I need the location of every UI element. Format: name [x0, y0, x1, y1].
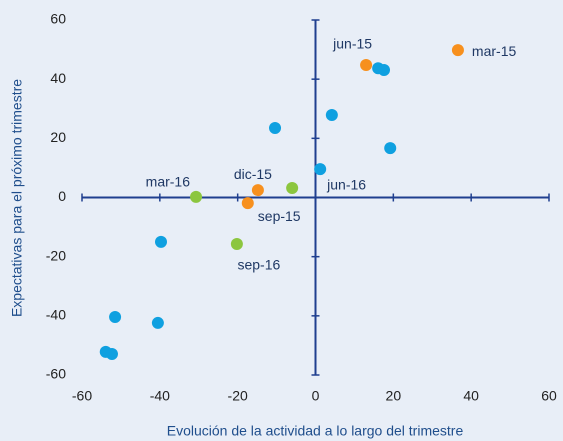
- x-axis-title: Evolución de la actividad a lo largo del…: [167, 423, 464, 439]
- point: [269, 121, 282, 134]
- y-tick-label: -20: [46, 247, 66, 263]
- point-label: jun-16: [326, 177, 366, 193]
- point: [190, 190, 203, 203]
- point: [241, 197, 254, 210]
- point: [325, 108, 338, 121]
- y-tick-label: -60: [46, 366, 66, 382]
- point-label: dic-15: [234, 166, 272, 182]
- point: [230, 237, 243, 250]
- point: [377, 63, 390, 76]
- point: [451, 44, 464, 57]
- x-tick-label: 60: [541, 388, 557, 404]
- x-tick-label: 0: [312, 388, 320, 404]
- point-label: mar-16: [146, 174, 191, 190]
- point: [384, 142, 397, 155]
- point: [251, 184, 264, 197]
- x-tick-label: -20: [228, 388, 248, 404]
- y-tick-label: 60: [50, 11, 66, 27]
- x-tick-label: 40: [463, 388, 479, 404]
- point: [105, 347, 118, 360]
- point: [286, 182, 299, 195]
- point-label: mar-15: [472, 43, 517, 59]
- point-label: sep-16: [237, 257, 280, 273]
- point: [314, 163, 327, 176]
- point: [151, 316, 164, 329]
- x-tick-label: -40: [150, 388, 170, 404]
- y-tick-label: 40: [50, 70, 66, 86]
- y-tick-label: -40: [46, 307, 66, 323]
- point: [109, 311, 122, 324]
- point-label: jun-15: [332, 36, 372, 52]
- point-label: sep-15: [258, 208, 301, 224]
- y-tick-label: 0: [58, 188, 66, 204]
- x-tick-label: -60: [72, 388, 92, 404]
- x-tick-label: 20: [386, 388, 402, 404]
- point: [360, 58, 373, 71]
- point: [155, 235, 168, 248]
- y-tick-label: 20: [50, 129, 66, 145]
- y-axis-title: Expectativas para el próximo trimestre: [9, 79, 25, 317]
